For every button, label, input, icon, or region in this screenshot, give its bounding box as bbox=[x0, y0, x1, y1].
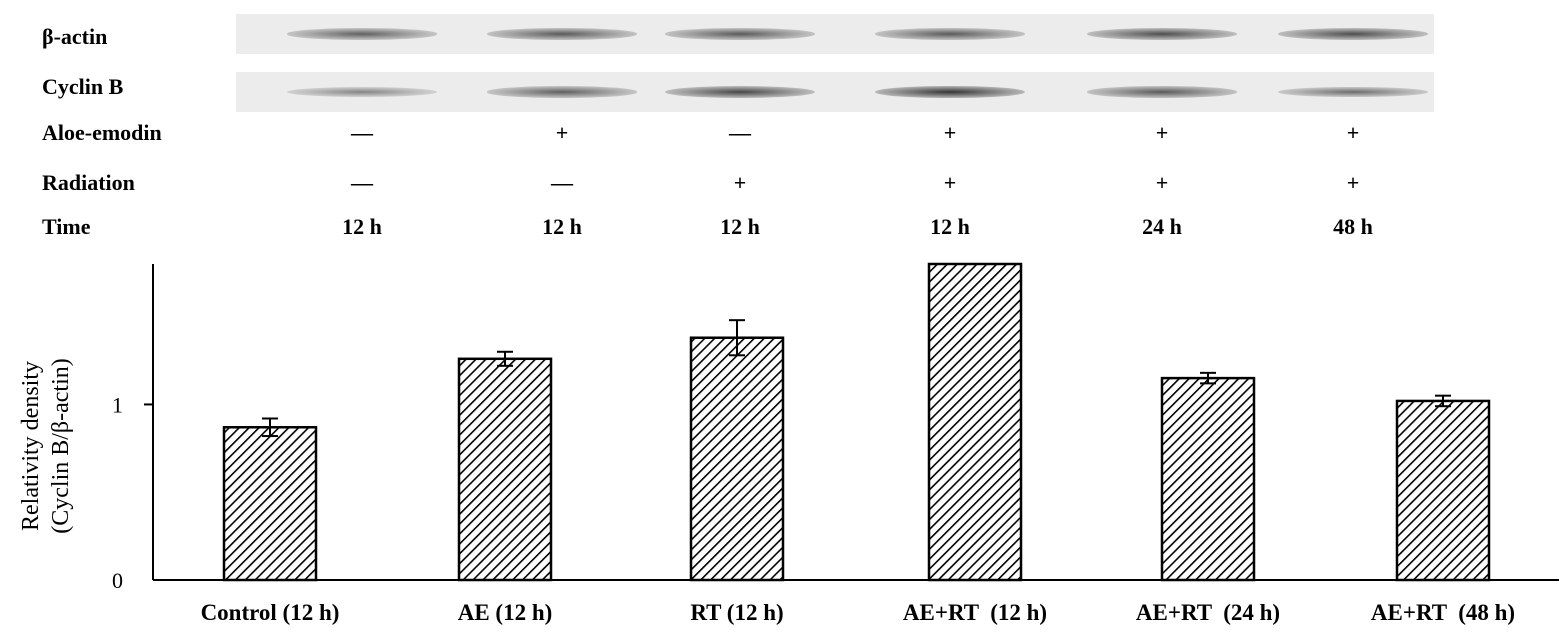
x-category-label-4: AE+RT (12 h) bbox=[903, 600, 1047, 625]
beta-actin-band-1 bbox=[287, 28, 437, 40]
radiation-mark-4: + bbox=[943, 170, 957, 195]
time-label-6: 48 h bbox=[1333, 214, 1373, 239]
cyclin-b-blot-strip bbox=[236, 72, 1434, 112]
row-label-cyclin-b: Cyclin B bbox=[42, 74, 124, 99]
row-label-radiation: Radiation bbox=[42, 170, 135, 195]
time-label-3: 12 h bbox=[720, 214, 760, 239]
row-label-aloe-emodin: Aloe-emodin bbox=[42, 120, 162, 145]
cyclin-b-band-1 bbox=[287, 87, 437, 97]
bar-4 bbox=[927, 262, 1023, 582]
x-category-label-6: AE+RT (48 h) bbox=[1371, 600, 1515, 625]
cyclin-b-band-2 bbox=[487, 86, 637, 98]
bar-5 bbox=[1160, 376, 1256, 582]
aloe-emodin-mark-6: + bbox=[1346, 120, 1360, 145]
radiation-mark-1: — bbox=[351, 170, 373, 195]
time-label-4: 12 h bbox=[930, 214, 970, 239]
y-axis-title: Relativity density (Cyclin B/β-actin) bbox=[18, 358, 74, 534]
bar-3 bbox=[689, 336, 785, 582]
y-axis-title-line-1: Relativity density bbox=[18, 361, 44, 531]
beta-actin-band-2 bbox=[487, 28, 637, 40]
beta-actin-band-3 bbox=[665, 28, 815, 40]
aloe-emodin-mark-5: + bbox=[1155, 120, 1169, 145]
x-category-label-5: AE+RT (24 h) bbox=[1136, 600, 1280, 625]
cyclin-b-band-3 bbox=[665, 86, 815, 98]
beta-actin-band-6 bbox=[1278, 28, 1428, 40]
radiation-mark-6: + bbox=[1346, 170, 1360, 195]
bar-6 bbox=[1395, 399, 1491, 582]
row-label-time: Time bbox=[42, 214, 91, 239]
aloe-emodin-mark-3: — bbox=[729, 120, 751, 145]
beta-actin-band-5 bbox=[1087, 28, 1237, 40]
beta-actin-blot-strip bbox=[236, 14, 1434, 54]
x-category-label-3: RT (12 h) bbox=[690, 600, 783, 625]
x-category-label-2: AE (12 h) bbox=[458, 600, 553, 625]
aloe-emodin-mark-1: — bbox=[351, 120, 373, 145]
radiation-mark-2: — bbox=[551, 170, 573, 195]
x-category-label-1: Control (12 h) bbox=[201, 600, 340, 625]
radiation-mark-5: + bbox=[1155, 170, 1169, 195]
time-label-5: 24 h bbox=[1142, 214, 1182, 239]
aloe-emodin-mark-2: + bbox=[555, 120, 569, 145]
y-tick-label-0: 0 bbox=[112, 568, 123, 593]
radiation-mark-3: + bbox=[733, 170, 747, 195]
bar-1 bbox=[222, 426, 318, 582]
bar-chart: 0 1 Relativity density (Cyclin B/β-actin) Co… bbox=[18, 262, 1559, 625]
row-label-beta-actin: β-actin bbox=[42, 24, 108, 49]
cyclin-b-band-4 bbox=[875, 85, 1025, 99]
cyclin-b-band-5 bbox=[1087, 86, 1237, 98]
time-label-2: 12 h bbox=[542, 214, 582, 239]
y-tick-label-1: 1 bbox=[112, 392, 123, 417]
time-label-1: 12 h bbox=[342, 214, 382, 239]
aloe-emodin-mark-4: + bbox=[943, 120, 957, 145]
bar-2 bbox=[457, 357, 553, 582]
cyclin-b-band-6 bbox=[1278, 86, 1428, 98]
y-axis-title-line-2: (Cyclin B/β-actin) bbox=[48, 358, 74, 534]
beta-actin-band-4 bbox=[875, 28, 1025, 40]
